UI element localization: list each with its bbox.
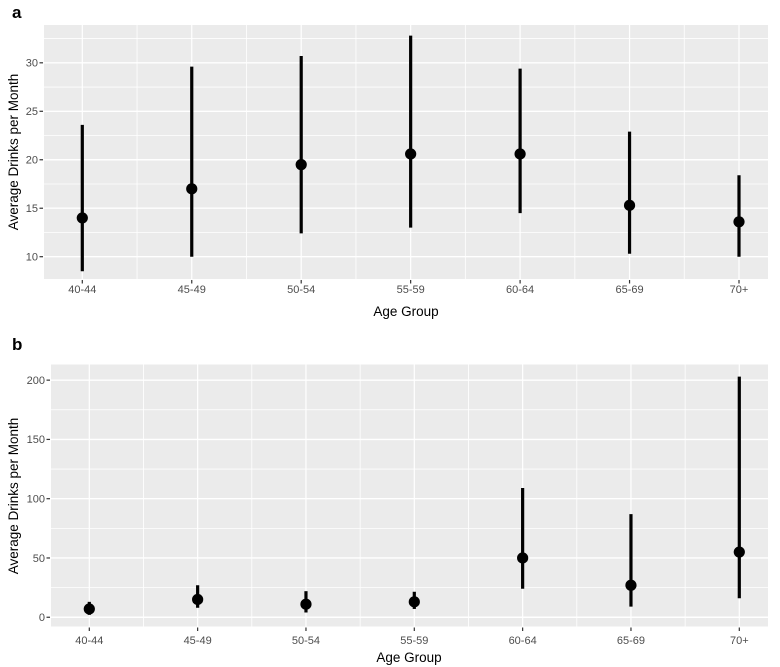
y-tick-label: 30 [26, 58, 38, 70]
point-estimate [76, 212, 88, 224]
pointrange-50-54 [300, 591, 312, 613]
point-estimate [295, 159, 307, 171]
x-tick-label: 45-49 [184, 635, 212, 647]
pointrange-70+ [733, 175, 745, 257]
point-estimate [300, 598, 312, 610]
y-tick-label: 15 [26, 203, 38, 215]
y-tick-label: 100 [27, 494, 45, 506]
panel-b-chart: 0 50 100 150 200 40-44 45-49 50-54 55-59 60-64 65-… [6, 364, 768, 665]
x-tick-label: 40-44 [68, 284, 96, 296]
x-tick-label: 60-64 [509, 635, 537, 647]
x-tick-label: 50-54 [287, 284, 315, 296]
x-tick-label: 65-69 [617, 635, 645, 647]
panel-a-x-axis-title: Age Group [373, 304, 438, 319]
x-tick-label: 55-59 [400, 635, 428, 647]
pointrange-70+ [733, 376, 745, 599]
y-tick-label: 0 [39, 612, 45, 624]
pointrange-65-69 [623, 131, 636, 254]
y-tick-label: 25 [26, 106, 38, 118]
panel-a-chart: 10 15 20 25 30 40-44 45-49 50-54 55-59 60-64 65-69… [6, 25, 768, 319]
point-estimate [192, 593, 204, 606]
y-tick-label: 200 [27, 375, 45, 387]
pointrange-45-49 [192, 585, 204, 608]
x-tick-label: 45-49 [178, 284, 206, 296]
pointrange-40-44 [83, 601, 95, 615]
point-estimate [517, 552, 529, 564]
point-estimate [405, 148, 417, 160]
x-tick-label: 70+ [730, 284, 749, 296]
panel-a-y-axis-title: Average Drinks per Month [6, 74, 21, 231]
point-estimate [733, 546, 745, 558]
panel-a-letter: a [12, 3, 22, 22]
point-estimate [408, 596, 420, 608]
y-tick-label: 20 [26, 155, 38, 167]
pointrange-50-54 [295, 56, 307, 234]
x-tick-label: 55-59 [397, 284, 425, 296]
x-tick-label: 65-69 [615, 284, 643, 296]
point-estimate [733, 216, 745, 228]
pointrange-60-64 [517, 488, 529, 589]
panel-b-letter: b [12, 335, 23, 354]
pointrange-60-64 [514, 68, 526, 214]
x-tick-label: 40-44 [75, 635, 103, 647]
point-estimate [514, 148, 526, 160]
pointrange-55-59 [405, 35, 417, 228]
x-tick-label: 50-54 [292, 635, 320, 647]
pointrange-45-49 [186, 66, 198, 257]
x-tick-label: 70+ [730, 635, 749, 647]
x-tick-label: 60-64 [506, 284, 534, 296]
y-tick-label: 150 [27, 434, 45, 446]
panel-background [51, 364, 768, 627]
point-estimate [623, 199, 636, 211]
y-tick-label: 50 [33, 553, 45, 565]
y-tick-label: 10 [26, 252, 38, 264]
panel-b-y-axis-title: Average Drinks per Month [6, 418, 21, 575]
panel-b-x-axis-title: Age Group [376, 650, 441, 665]
point-estimate [625, 579, 637, 591]
point-estimate [186, 183, 198, 195]
pointrange-55-59 [408, 591, 420, 609]
pointrange-65-69 [625, 514, 637, 607]
point-estimate [83, 603, 95, 615]
pointrange-40-44 [76, 124, 88, 272]
